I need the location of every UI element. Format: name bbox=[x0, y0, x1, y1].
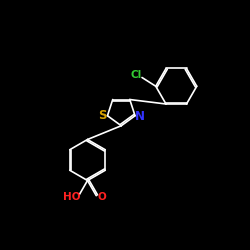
Text: Cl: Cl bbox=[131, 70, 142, 80]
Text: S: S bbox=[98, 109, 107, 122]
Text: O: O bbox=[98, 192, 106, 202]
Text: HO: HO bbox=[63, 192, 80, 202]
Text: N: N bbox=[135, 110, 145, 124]
